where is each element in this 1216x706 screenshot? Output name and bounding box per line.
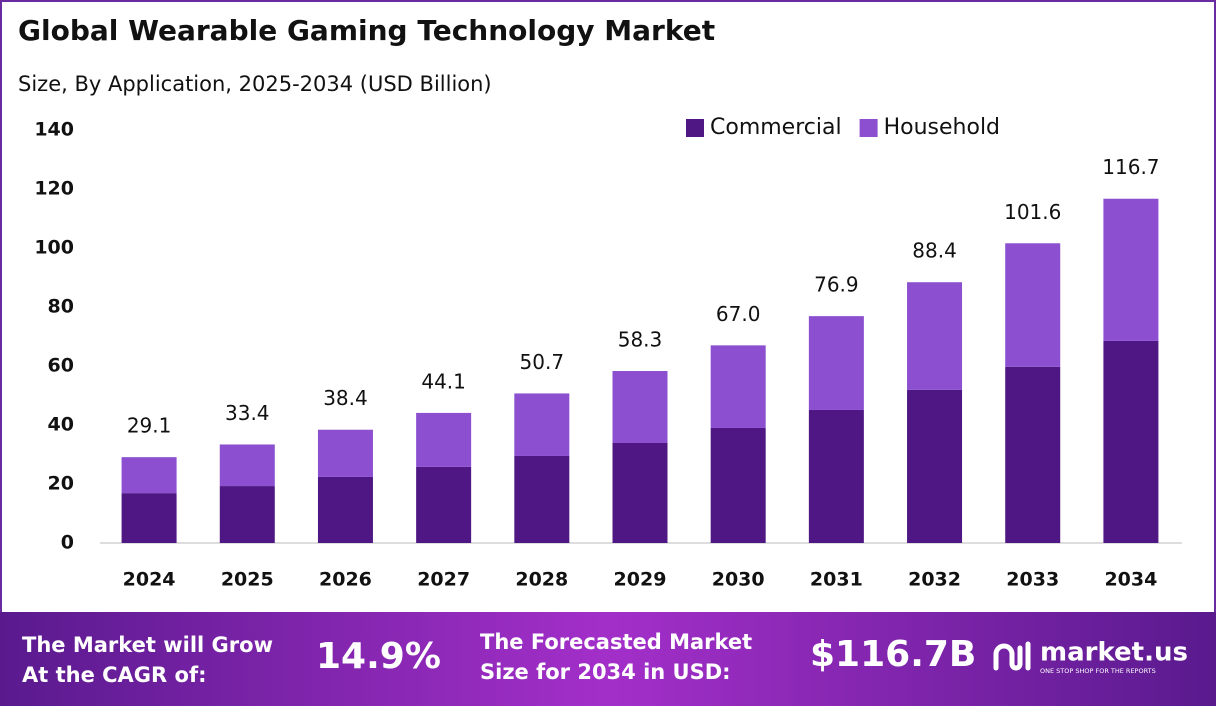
total-label: 44.1 — [421, 369, 466, 393]
bar-segment — [514, 455, 570, 543]
bar-segment — [710, 345, 766, 428]
y-tick-label: 100 — [34, 237, 74, 259]
forecast-value: $116.7B — [810, 634, 976, 675]
total-label: 88.4 — [912, 239, 957, 263]
total-label: 76.9 — [814, 273, 859, 297]
brand-logo: market.us ONE STOP SHOP FOR THE REPORTS — [993, 638, 1188, 675]
bar-segment — [219, 444, 275, 487]
x-tick-label: 2026 — [319, 569, 372, 591]
y-tick-label: 120 — [34, 178, 74, 200]
bar-segment — [1103, 198, 1159, 341]
bar-segment — [416, 466, 472, 543]
total-label: 38.4 — [323, 386, 368, 410]
x-tick-label: 2030 — [712, 569, 765, 591]
x-tick-label: 2031 — [810, 569, 863, 591]
forecast-label: The Forecasted Market — [480, 630, 752, 654]
cagr-label: The Market will Grow — [22, 633, 273, 657]
y-tick-label: 20 — [48, 473, 74, 495]
legend-label: Household — [884, 115, 1000, 140]
total-label: 67.0 — [716, 302, 761, 326]
y-tick-label: 140 — [34, 119, 74, 141]
bar-segment — [317, 476, 373, 543]
bar-segment — [808, 316, 864, 410]
bar-segment — [121, 493, 177, 543]
x-tick-label: 2028 — [515, 569, 568, 591]
bar-segment — [416, 412, 472, 467]
cagr-value: 14.9% — [316, 636, 441, 677]
cagr-label: At the CAGR of: — [22, 663, 207, 687]
total-label: 33.4 — [225, 401, 270, 425]
forecast-label: Size for 2034 in USD: — [480, 660, 731, 684]
x-tick-label: 2024 — [123, 569, 176, 591]
x-tick-label: 2032 — [908, 569, 961, 591]
legend-swatch — [859, 119, 878, 137]
x-tick-label: 2033 — [1006, 569, 1059, 591]
bar-segment — [317, 429, 373, 477]
brand-tagline: ONE STOP SHOP FOR THE REPORTS — [1040, 667, 1156, 675]
total-label: 50.7 — [520, 350, 565, 374]
total-label: 58.3 — [618, 328, 663, 352]
x-tick-label: 2034 — [1104, 569, 1157, 591]
chart-title: Global Wearable Gaming Technology Market — [18, 14, 715, 47]
bar-segment — [219, 486, 275, 543]
bar-segment — [1005, 243, 1061, 367]
chart-subtitle: Size, By Application, 2025-2034 (USD Bil… — [18, 72, 492, 96]
total-label: 101.6 — [1004, 200, 1061, 224]
footer-banner — [0, 612, 1216, 706]
bar-segment — [710, 427, 766, 543]
x-tick-label: 2025 — [221, 569, 274, 591]
bar-segment — [907, 389, 963, 543]
bar-segment — [612, 371, 668, 443]
bar-segment — [514, 393, 570, 456]
x-tick-label: 2027 — [417, 569, 470, 591]
total-label: 116.7 — [1102, 155, 1159, 179]
y-tick-label: 60 — [48, 355, 74, 377]
legend-swatch — [686, 119, 704, 137]
logo-icon — [993, 641, 1031, 671]
y-tick-label: 0 — [61, 532, 74, 554]
y-tick-label: 40 — [48, 414, 74, 436]
bar-segment — [1005, 366, 1061, 543]
total-label: 29.1 — [127, 414, 172, 438]
bar-segment — [907, 282, 963, 390]
bar-segment — [808, 409, 864, 543]
legend-label: Commercial — [710, 115, 842, 140]
y-tick-label: 80 — [48, 296, 74, 318]
bar-segment — [121, 457, 177, 494]
x-tick-label: 2029 — [614, 569, 667, 591]
bar-segment — [612, 442, 668, 543]
brand-name: market.us — [1040, 638, 1188, 668]
bar-segment — [1103, 340, 1159, 543]
